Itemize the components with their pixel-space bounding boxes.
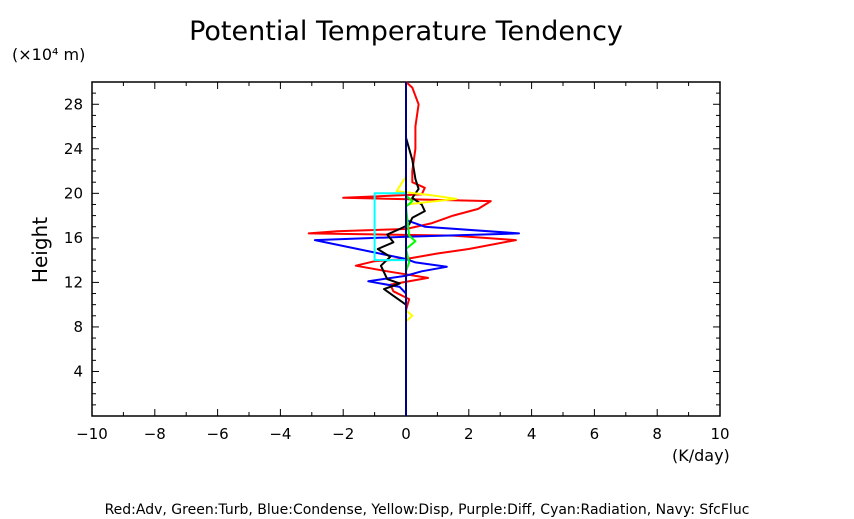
y-tick-label: 12 [64,273,83,291]
y-axis-label: Height [28,217,52,283]
x-tick-label: 6 [590,425,600,443]
x-tick-label: 10 [710,425,729,443]
y-tick-label: 24 [64,140,83,158]
series-line-2 [376,137,426,327]
x-tick-label: 4 [527,425,537,443]
x-tick-label: 8 [652,425,662,443]
x-tick-label: 2 [464,425,474,443]
x-unit-label: (K/day) [672,446,730,465]
x-tick-label: −8 [144,425,166,443]
y-tick-label: 4 [73,362,83,380]
y-unit-label: (×10⁴ m) [12,45,85,64]
y-tick-label: 28 [64,95,83,113]
x-tick-label: −6 [207,425,229,443]
y-tick-label: 20 [64,184,83,202]
x-tick-label: −10 [76,425,108,443]
chart-title: Potential Temperature Tendency [189,16,623,47]
x-tick-label: −4 [269,425,291,443]
series-line-1 [313,204,520,311]
series-line-0 [307,81,517,333]
x-tick-label: −2 [332,425,354,443]
series-line-4 [405,82,417,416]
legend-text: Red:Adv, Green:Turb, Blue:Condense, Yell… [105,502,750,518]
y-tick-label: 8 [73,318,83,336]
x-tick-label: 0 [401,425,411,443]
series-line-3 [395,148,458,323]
y-tick-label: 16 [64,229,83,247]
